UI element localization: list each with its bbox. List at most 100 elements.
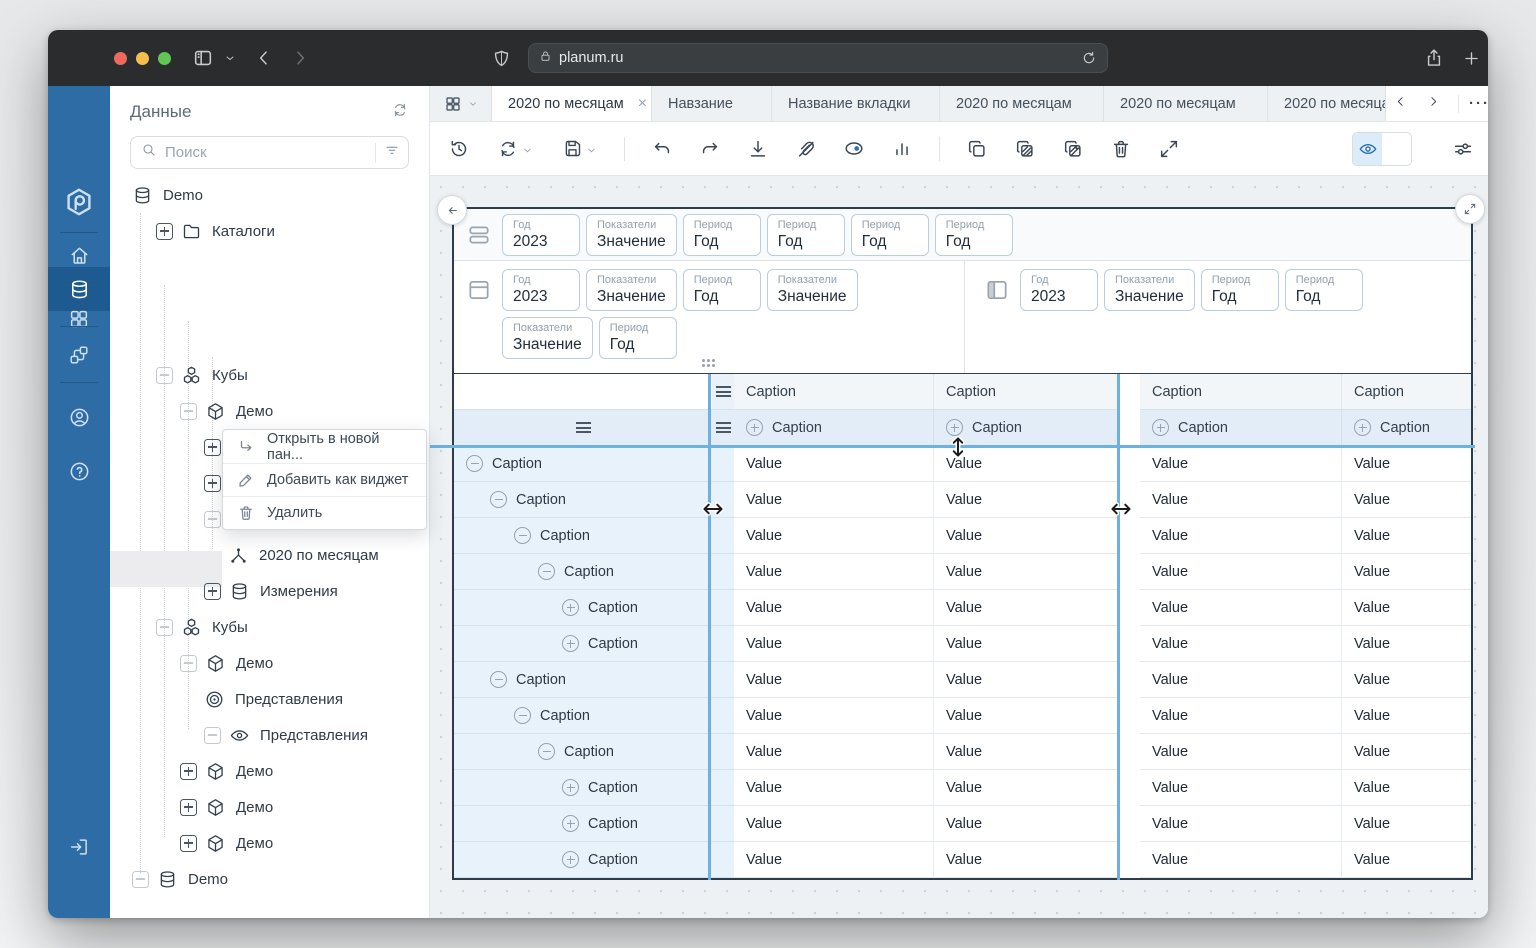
refresh-data-button[interactable] [496, 138, 534, 160]
pivot-value-cell[interactable]: Value [734, 482, 934, 518]
redo-icon[interactable] [699, 138, 721, 160]
minimize-window-button[interactable] [136, 52, 149, 65]
tree-item[interactable]: Демо [110, 645, 429, 681]
pivot-value-cell[interactable]: Value [1140, 590, 1342, 626]
chevron-down-icon[interactable] [224, 52, 236, 64]
pivot-value-cell[interactable]: Value [1140, 770, 1342, 806]
tree-toggle-icon[interactable] [156, 366, 173, 384]
pivot-value-cell[interactable]: Value [734, 518, 934, 554]
tree-item[interactable]: Demo [110, 177, 429, 213]
preview-toggle-empty-segment[interactable] [1382, 133, 1411, 165]
pivot-value-cell[interactable]: Value [1342, 806, 1471, 842]
expand-widget-button[interactable] [1455, 194, 1485, 224]
close-window-button[interactable] [114, 52, 127, 65]
pivot-value-cell[interactable]: Value [734, 662, 934, 698]
shield-icon[interactable] [492, 48, 511, 69]
tab[interactable]: Навзание [652, 86, 772, 121]
unpin-icon[interactable] [795, 138, 817, 160]
tree-toggle-icon[interactable] [204, 726, 221, 744]
pivot-value-cell[interactable]: Value [934, 770, 1119, 806]
row-toggle-icon[interactable] [490, 491, 507, 508]
tree-item[interactable]: Измерения [110, 573, 429, 609]
columns-chip[interactable]: Показатели Значение [1104, 269, 1195, 311]
pivot-row-header[interactable]: Caption [454, 518, 712, 554]
database-icon[interactable] [48, 278, 110, 301]
pivot-value-cell[interactable]: Value [934, 482, 1119, 518]
tree-toggle-icon[interactable] [180, 654, 197, 672]
pivot-row-header[interactable]: Caption [454, 842, 712, 878]
reload-icon[interactable] [1081, 50, 1097, 66]
search-field[interactable] [165, 144, 367, 161]
pivot-value-cell[interactable]: Value [734, 734, 934, 770]
tabs-next-icon[interactable] [1419, 95, 1448, 112]
pivot-col-header[interactable]: Caption [1342, 374, 1471, 410]
pivot-rows-menu[interactable] [454, 410, 712, 446]
pivot-row-header[interactable]: Caption [454, 590, 712, 626]
drag-handle-icon[interactable] [702, 359, 715, 367]
filter-chip[interactable]: Период Год [934, 213, 1013, 256]
rows-chip[interactable]: Период Год [682, 269, 761, 311]
pivot-value-cell[interactable]: Value [1140, 662, 1342, 698]
row-toggle-icon[interactable] [562, 851, 579, 868]
pivot-value-cell[interactable]: Value [1140, 806, 1342, 842]
pivot-value-cell[interactable]: Value [734, 554, 934, 590]
row-toggle-icon[interactable] [562, 635, 579, 652]
pivot-value-cell[interactable]: Value [1342, 446, 1471, 482]
tree-item[interactable]: 2020 по месяцам [110, 537, 429, 573]
refresh-icon[interactable] [391, 101, 409, 124]
tab-active[interactable]: 2020 по месяцам × [492, 86, 652, 121]
rows-chip[interactable]: Показатели Значение [766, 269, 858, 311]
address-bar[interactable]: planum.ru [528, 43, 1108, 73]
tree-toggle-icon[interactable] [180, 402, 197, 420]
row-toggle-icon[interactable] [538, 563, 555, 580]
pivot-value-cell[interactable]: Value [934, 698, 1119, 734]
pivot-value-cell[interactable]: Value [1342, 698, 1471, 734]
columns-chip[interactable]: Период Год [1284, 269, 1363, 311]
download-icon[interactable] [747, 138, 769, 160]
tab[interactable]: Название вкладки [772, 86, 940, 121]
tree-toggle-icon[interactable] [204, 474, 221, 492]
row-toggle-icon[interactable] [562, 815, 579, 832]
pivot-value-cell[interactable]: Value [934, 554, 1119, 590]
columns-chip[interactable]: Период Год [1200, 269, 1279, 311]
pivot-col-header[interactable]: Caption [1140, 374, 1342, 410]
pivot-row-menu[interactable] [712, 410, 734, 446]
pivot-row-header[interactable]: Caption [454, 806, 712, 842]
new-tab-icon[interactable] [1462, 49, 1481, 68]
tree-item[interactable]: Кубы [110, 609, 429, 645]
tree-toggle-icon[interactable] [156, 618, 173, 636]
tree-item[interactable]: Demo [110, 861, 429, 897]
tree-toggle-icon[interactable] [180, 798, 197, 816]
pivot-value-cell[interactable]: Value [934, 590, 1119, 626]
tree-toggle-icon[interactable] [204, 582, 221, 600]
pivot-value-cell[interactable]: Value [934, 842, 1119, 878]
tree-item[interactable]: Кубы [110, 357, 429, 393]
logo-icon[interactable] [48, 186, 110, 218]
pivot-value-cell[interactable]: Value [1342, 626, 1471, 662]
row-toggle-icon[interactable] [562, 599, 579, 616]
tree-item[interactable]: Демо [110, 393, 429, 429]
home-icon[interactable] [48, 244, 110, 267]
row-toggle-icon[interactable] [514, 527, 531, 544]
rows-chip[interactable]: Период Год [598, 317, 677, 359]
pivot-value-cell[interactable]: Value [1342, 518, 1471, 554]
filter-chip[interactable]: Год 2023 [502, 213, 580, 256]
pivot-row-header[interactable]: Caption [454, 626, 712, 662]
rows-chip[interactable]: Показатели Значение [586, 269, 677, 311]
tab-switcher[interactable] [430, 86, 492, 121]
pivot-row-header[interactable]: Caption [454, 482, 712, 518]
row-toggle-icon[interactable] [514, 707, 531, 724]
pivot-value-cell[interactable]: Value [1140, 698, 1342, 734]
expand-icon[interactable] [1158, 138, 1180, 160]
tree-toggle-icon[interactable] [204, 510, 221, 528]
row-toggle-icon[interactable] [538, 743, 555, 760]
chart-icon[interactable] [891, 138, 913, 160]
filter-chip[interactable]: Период Год [766, 213, 845, 256]
pivot-value-cell[interactable]: Value [1342, 482, 1471, 518]
pivot-value-cell[interactable]: Value [1342, 554, 1471, 590]
pivot-row-header[interactable]: Caption [454, 770, 712, 806]
filter-chip[interactable]: Период Год [850, 213, 929, 256]
pivot-value-cell[interactable]: Value [934, 734, 1119, 770]
pivot-value-cell[interactable]: Value [734, 446, 934, 482]
copy-icon[interactable] [966, 138, 988, 160]
